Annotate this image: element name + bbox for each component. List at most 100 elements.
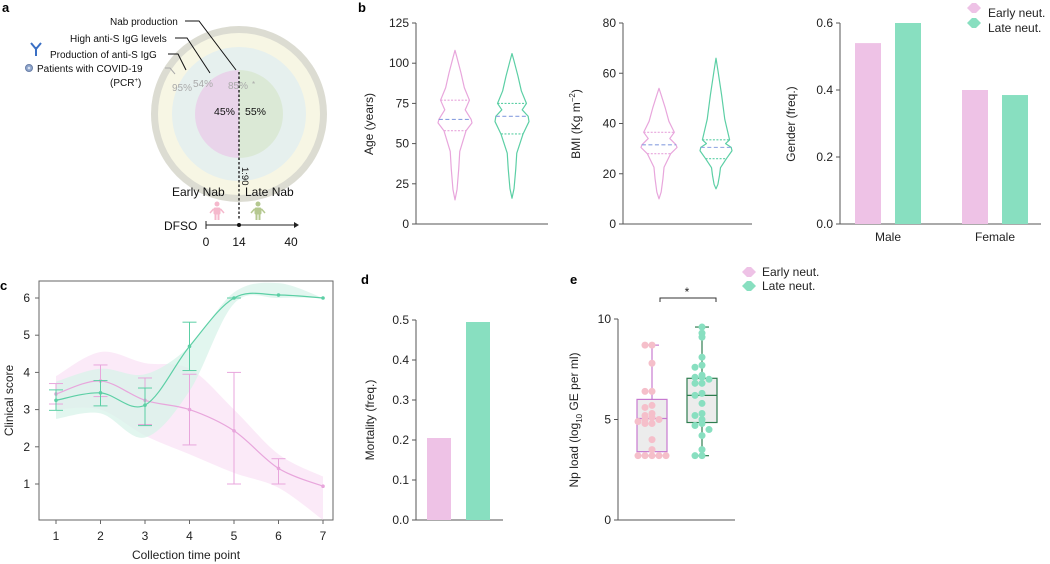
bar-female-late (1002, 95, 1028, 225)
data-point (641, 403, 649, 411)
plot-frame (38, 280, 334, 521)
significance-label: * (685, 285, 690, 299)
panel-label-c: c (0, 278, 7, 293)
data-point (641, 341, 649, 349)
panel-label-e: e (570, 272, 577, 287)
panel-a: a 1:90 95% 54% 85% * 45% 55% Nab product… (2, 0, 327, 249)
data-point (187, 407, 192, 412)
data-point (698, 432, 706, 440)
y-tick-label: 0.0 (816, 217, 833, 231)
timeline-label: DFSO (164, 219, 197, 233)
data-point (641, 452, 649, 460)
data-point (641, 420, 649, 428)
legend-marker-icon (967, 18, 981, 28)
leader-high-igg (175, 37, 211, 74)
leader-production (168, 53, 187, 71)
chart-bmi-violin: 0 20 40 60 80 BMI (Kg m−2) (568, 16, 752, 231)
x-tick-label: 7 (320, 529, 327, 543)
y-axis-label-text: BMI (Kg m (569, 102, 583, 159)
y-axis-label: Mortality (freq.) (363, 380, 377, 461)
panel-label-a: a (2, 0, 10, 15)
label-early-nab: Early Nab (172, 185, 225, 199)
data-point (54, 398, 58, 403)
data-point (698, 361, 706, 369)
y-axis-label-sup: −2 (568, 93, 577, 103)
y-tick-label: 0 (402, 217, 409, 231)
data-point (698, 373, 706, 381)
label-patients: Patients with COVID-19 (37, 64, 143, 75)
legend-marker-icon (967, 3, 981, 13)
y-axis-label-end: GE per ml) (567, 353, 581, 414)
data-point (276, 466, 281, 471)
percent-second: 54% (193, 79, 213, 90)
x-tick-label: Female (975, 230, 1015, 244)
legend-label: Late neut. (988, 21, 1041, 35)
leader-nab (185, 20, 237, 71)
x-tick-label: 3 (142, 529, 149, 543)
data-point (698, 323, 706, 331)
y-axis-label-text: Np load (log (567, 423, 581, 488)
data-point (648, 446, 656, 454)
data-point (698, 379, 706, 387)
legend-label: Early neut. (762, 265, 819, 279)
legend-marker-icon (742, 281, 756, 291)
timeline-tick-0: 0 (203, 235, 210, 249)
panel-label-b: b (358, 0, 366, 15)
chart-gender-bar: 0.0 0.2 0.4 0.6 Gender (freq.) Male Female Earl… (784, 3, 1045, 244)
y-tick-label: 0.2 (816, 150, 833, 164)
y-tick-label: 75 (396, 96, 410, 110)
data-point (655, 452, 663, 460)
violin-shape (494, 52, 530, 199)
y-axis-label-end: ) (569, 89, 583, 93)
data-point (98, 391, 103, 395)
y-axis-label: BMI (Kg m−2) (568, 89, 583, 159)
virus-icon (25, 64, 33, 72)
y-axis-label-text: Age (years) (362, 93, 376, 155)
data-point (698, 353, 706, 361)
violin-shape (699, 57, 733, 190)
bar-male-late (895, 23, 921, 224)
data-point (648, 387, 656, 395)
x-tick-label: 6 (275, 529, 282, 543)
x-tick-label: Male (875, 230, 901, 244)
data-point (648, 359, 656, 367)
x-axis-label: Collection time point (132, 548, 241, 562)
label-pcr: (PCR+) (110, 78, 141, 89)
data-point (698, 452, 706, 460)
y-tick-label: 4 (23, 365, 30, 379)
y-tick-label: 0 (609, 217, 616, 231)
data-point (648, 413, 656, 421)
data-point (648, 401, 656, 409)
y-tick-label: 125 (389, 16, 409, 30)
chart-age-violin: 0 25 50 75 100 125 Age (years) (362, 16, 548, 231)
pcr-end: ) (138, 78, 141, 89)
x-tick-label: 1 (53, 529, 60, 543)
label-late-nab: Late Nab (245, 185, 294, 199)
data-point (641, 387, 649, 395)
y-axis-label: Np load (log10 GE per ml) (567, 353, 584, 488)
y-tick-label: 1 (23, 477, 30, 491)
y-tick-label: 0.4 (816, 83, 833, 97)
y-tick-label: 0 (604, 513, 611, 527)
data-point (698, 420, 706, 428)
percent-outer: 95% (172, 83, 192, 94)
data-point (321, 296, 325, 300)
data-point (648, 452, 656, 460)
y-tick-label: 0.1 (392, 473, 409, 487)
y-tick-label: 40 (603, 117, 617, 131)
leader-patients (165, 67, 176, 75)
ring-nab-late (239, 70, 283, 158)
data-point (655, 416, 663, 423)
y-tick-label: 2 (23, 440, 30, 454)
bar-late (466, 322, 490, 520)
data-point (705, 375, 713, 383)
panel-label-d: d (361, 272, 369, 287)
label-nab-production: Nab production (110, 17, 178, 28)
legend-label: Early neut. (988, 6, 1045, 20)
y-tick-label: 0.3 (392, 393, 409, 407)
data-point (648, 420, 656, 428)
timeline-marker (237, 223, 241, 227)
threshold-label: 1:90 (239, 167, 250, 186)
